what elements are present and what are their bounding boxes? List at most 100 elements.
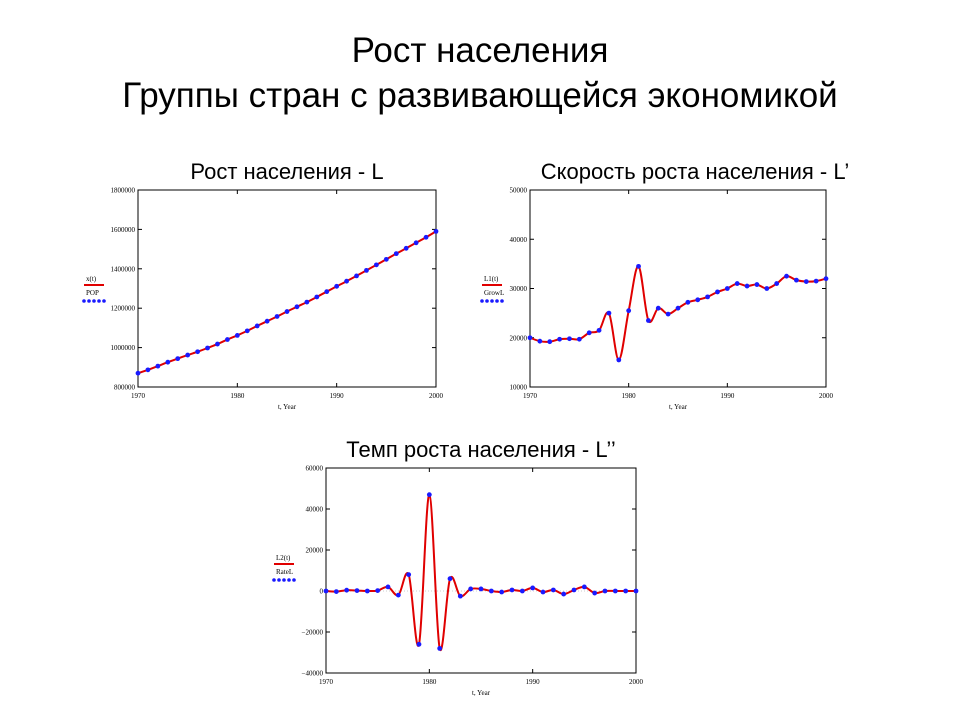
- chart2-x-tick-label: 1980: [622, 392, 637, 400]
- chart1-x-tick-label: 1970: [131, 392, 146, 400]
- chart3-data-point: [406, 572, 412, 577]
- chart1-x-tick-label: 1980: [230, 392, 245, 400]
- chart2-legend-points-swatch: [495, 299, 499, 303]
- chart1-legend-points-swatch: [92, 299, 96, 303]
- chart1-data-point: [145, 367, 151, 373]
- chart2-data-point: [705, 294, 710, 300]
- chart2-data-point: [586, 330, 592, 336]
- chart1-data-point: [374, 262, 379, 268]
- chart1-data-point: [364, 267, 369, 273]
- chart1-series-line: [137, 230, 437, 375]
- chart1-data-point: [413, 240, 419, 246]
- chart3-legend-points-swatch: [292, 578, 296, 582]
- chart3-data-point: [437, 646, 443, 651]
- chart2-y-tick-label: 20000: [510, 334, 528, 342]
- chart3-y-tick-label: 60000: [306, 465, 324, 473]
- chart1-x-tick-label: 2000: [429, 392, 444, 400]
- chart3-data-point: [592, 590, 598, 596]
- chart3-data-point: [375, 588, 381, 593]
- chart3-data-point: [581, 584, 587, 590]
- chart3-data-point: [395, 592, 401, 598]
- chart1-data-point: [225, 337, 230, 342]
- chart1-data-point: [135, 370, 141, 376]
- chart3-data-point: [344, 587, 350, 593]
- chart2-data-point: [744, 283, 750, 289]
- chart1-data-point: [155, 363, 161, 369]
- chart2-legend-points-swatch: [485, 299, 489, 303]
- chart1-frame: [137, 189, 437, 388]
- chart3-x-axis-label: t, Year: [472, 689, 491, 697]
- chart1-data-point: [354, 273, 359, 279]
- chart2-data-point: [784, 273, 789, 279]
- chart3-series-line: [325, 493, 636, 652]
- chart3-data-point: [530, 585, 536, 591]
- chart1-y-tick-label: 1200000: [111, 305, 136, 313]
- chart3-x-tick-label: 1990: [526, 678, 541, 686]
- chart2-legend-points-swatch: [490, 299, 494, 303]
- chart1-data-point: [274, 314, 280, 319]
- chart3-y-tick-label: 40000: [306, 506, 324, 514]
- chart3-data-point: [416, 641, 422, 647]
- chart2-data-point: [576, 336, 582, 342]
- chart3-data-point: [623, 588, 629, 594]
- chart3-data-point: [426, 492, 432, 498]
- chart3-legend-points-label: RateL: [276, 568, 293, 576]
- chart2-y-tick-label: 40000: [510, 236, 528, 244]
- chart1-y-tick-label: 1000000: [111, 344, 136, 352]
- chart3-data-point: [354, 588, 360, 593]
- chart2-data-point: [715, 289, 720, 295]
- chart2-data-point: [537, 338, 543, 344]
- chart2-legend-points-swatch: [500, 299, 504, 303]
- chart2-legend-points-swatch: [480, 299, 484, 303]
- chart2-data-point: [646, 318, 651, 323]
- chart1-data-point: [175, 356, 181, 362]
- chart3-data-point: [457, 593, 463, 599]
- chart3-legend-points-swatch: [287, 578, 291, 582]
- chart1-legend-points-swatch: [87, 299, 91, 303]
- chart1-legend-points-swatch: [82, 299, 86, 303]
- chart2-y-tick-label: 50000: [510, 187, 528, 195]
- chart3-data-point: [478, 586, 484, 592]
- chart2-data-point: [813, 278, 819, 284]
- chart3-y-tick-label: 0: [320, 588, 324, 596]
- chart1-data-point: [423, 234, 429, 240]
- chart1-data-point: [393, 251, 399, 257]
- chart3-y-tick-label: 20000: [306, 547, 324, 555]
- chart1-y-tick-label: 1400000: [111, 265, 136, 273]
- chart1-data-point: [185, 352, 191, 358]
- chart3-data-point: [364, 588, 370, 594]
- chart2-data-point: [557, 336, 562, 342]
- chart2-data-point: [764, 286, 770, 291]
- chart1-data-point: [314, 294, 320, 300]
- chart3-y-tick-label: −40000: [302, 670, 324, 678]
- chart2-data-point: [665, 311, 671, 317]
- chart2-data-point: [675, 305, 681, 311]
- chart1-data-point: [195, 349, 201, 355]
- chart3-data-point: [468, 586, 474, 592]
- chart3-data-point: [540, 589, 546, 595]
- chart3-data-point: [488, 588, 494, 594]
- chart3-y-tick-label: −20000: [302, 629, 324, 637]
- chart2-data-point: [754, 282, 760, 287]
- chart2-legend-line-label: L1(t): [484, 275, 499, 283]
- chart3-x-tick-label: 1980: [422, 678, 437, 686]
- chart1-data-point: [284, 309, 290, 314]
- chart3-data-point: [561, 591, 567, 597]
- chart3-data-point: [499, 589, 505, 595]
- chart2-legend-points-label: GrowL: [484, 289, 504, 297]
- chart1-data-point: [165, 359, 171, 365]
- chart2-data-point: [685, 299, 691, 305]
- chart2-data-point: [695, 297, 701, 303]
- chart3-title: Темп роста населения - L’’: [346, 437, 616, 462]
- chart1-legend-line-label: x(t): [86, 275, 97, 283]
- chart3-x-tick-label: 2000: [629, 678, 644, 686]
- chart3-data-point: [519, 588, 525, 594]
- chart1-legend-points-swatch: [102, 299, 106, 303]
- chart2-x-axis-label: t, Year: [669, 403, 688, 411]
- chart2-data-point: [616, 357, 622, 363]
- chart3-legend-points-swatch: [277, 578, 281, 582]
- chart3-data-point: [323, 588, 329, 594]
- chart1-y-tick-label: 1800000: [111, 187, 136, 195]
- chart3-legend-line-label: L2(t): [276, 554, 291, 562]
